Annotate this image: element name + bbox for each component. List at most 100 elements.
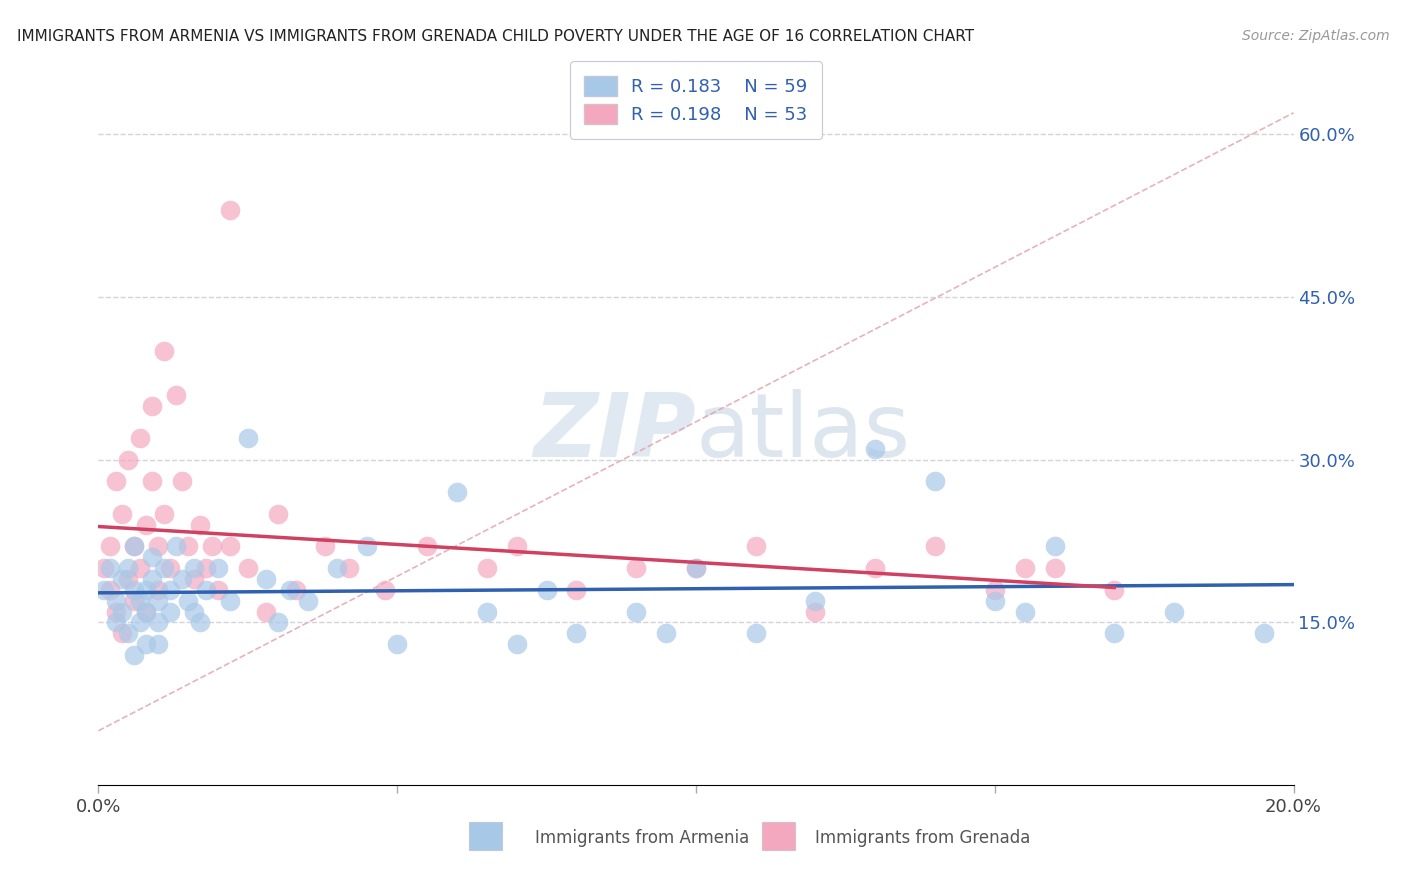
Point [111,605,134,619]
Point [148,582,170,597]
Point [804,593,827,607]
Point [124,582,146,597]
Point [1163,605,1185,619]
Point [141,399,163,413]
Point [172,475,194,489]
Point [506,637,529,651]
Point [924,540,946,554]
Point [141,572,163,586]
Point [195,582,218,597]
Point [1043,561,1066,575]
Point [207,582,229,597]
Point [135,517,157,532]
Point [339,561,361,575]
Point [159,561,181,575]
Point [297,593,319,607]
Point [326,561,349,575]
Point [135,605,157,619]
Point [1104,626,1126,640]
Point [924,475,946,489]
Point [105,475,128,489]
Point [183,605,205,619]
Point [254,572,277,586]
Point [117,561,139,575]
Point [165,540,187,554]
Point [416,540,439,554]
Point [565,582,588,597]
Point [117,626,139,640]
Point [475,605,498,619]
Point [124,648,146,662]
Point [267,507,290,521]
Point [153,561,176,575]
Point [111,626,134,640]
Point [188,517,211,532]
Point [177,593,200,607]
Point [129,431,152,445]
Point [148,615,170,630]
Point [267,615,290,630]
Point [219,203,242,218]
Point [172,572,194,586]
Point [565,626,588,640]
Point [111,572,134,586]
Point [93,561,115,575]
Point [129,593,152,607]
Point [148,637,170,651]
Point [475,561,498,575]
Point [105,605,128,619]
Text: ZIP: ZIP [533,389,696,476]
Point [626,605,648,619]
Point [98,561,122,575]
Point [745,540,768,554]
Point [1253,626,1275,640]
Text: atlas: atlas [696,389,911,476]
Point [124,540,146,554]
Point [626,561,648,575]
Point [984,582,1007,597]
Point [804,605,827,619]
FancyBboxPatch shape [470,822,502,850]
Point [183,572,205,586]
Text: IMMIGRANTS FROM ARMENIA VS IMMIGRANTS FROM GRENADA CHILD POVERTY UNDER THE AGE O: IMMIGRANTS FROM ARMENIA VS IMMIGRANTS FR… [17,29,974,44]
Text: Immigrants from Grenada: Immigrants from Grenada [815,829,1031,847]
Point [153,344,176,359]
Point [135,605,157,619]
Point [536,582,558,597]
Point [124,540,146,554]
Point [98,582,122,597]
Point [159,582,181,597]
Point [219,540,242,554]
Point [984,593,1007,607]
Point [124,593,146,607]
Point [254,605,277,619]
Point [141,475,163,489]
Point [207,561,229,575]
Point [315,540,337,554]
Point [135,637,157,651]
Point [129,615,152,630]
Point [188,615,211,630]
Point [93,582,115,597]
Point [177,540,200,554]
Point [201,540,224,554]
Point [117,452,139,467]
Point [148,540,170,554]
Point [117,572,139,586]
Text: Source: ZipAtlas.com: Source: ZipAtlas.com [1241,29,1389,43]
FancyBboxPatch shape [762,822,796,850]
Point [385,637,409,651]
Point [195,561,218,575]
Point [236,561,259,575]
Point [219,593,242,607]
Point [374,582,396,597]
Point [506,540,529,554]
Point [745,626,768,640]
Point [236,431,259,445]
Point [865,561,887,575]
Point [685,561,707,575]
Point [1014,605,1036,619]
Point [284,582,307,597]
Point [159,605,181,619]
Point [111,507,134,521]
